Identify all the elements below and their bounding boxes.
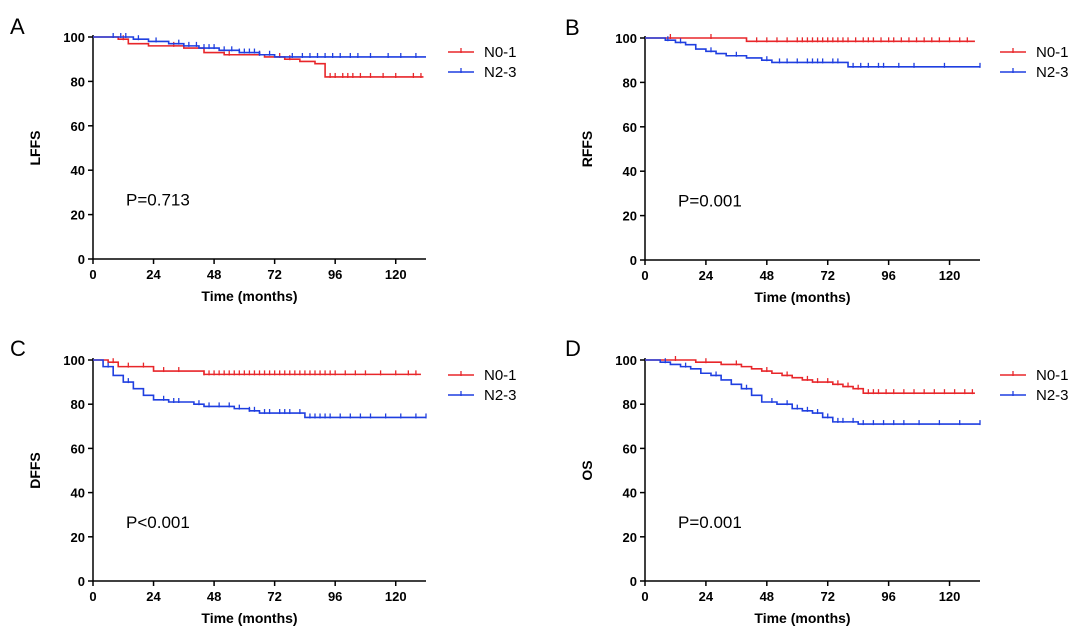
x-tick-label: 96 [881, 268, 895, 283]
y-tick-label: 80 [71, 74, 85, 89]
y-tick-label: 100 [63, 30, 85, 45]
panel-letter: B [565, 15, 580, 40]
y-tick-label: 0 [630, 253, 637, 268]
panel-letter: C [10, 336, 26, 361]
y-axis-label: RFFS [579, 131, 595, 168]
x-axis-label: Time (months) [201, 610, 297, 626]
y-tick-label: 20 [71, 208, 85, 223]
y-tick-label: 80 [623, 75, 637, 90]
y-tick-label: 0 [78, 252, 85, 267]
survival-curve-n0-1 [93, 36, 424, 78]
survival-curve-n0-1 [645, 359, 975, 394]
x-tick-label: 0 [89, 589, 96, 604]
legend-label: N0-1 [484, 367, 517, 384]
y-tick-label: 60 [623, 441, 637, 456]
x-tick-label: 120 [939, 268, 961, 283]
y-tick-label: 80 [623, 397, 637, 412]
y-tick-label: 60 [623, 120, 637, 135]
x-tick-label: 72 [820, 589, 834, 604]
x-tick-label: 24 [146, 267, 161, 282]
x-tick-label: 24 [699, 589, 714, 604]
x-axis-label: Time (months) [754, 610, 850, 626]
y-tick-label: 100 [615, 31, 637, 46]
y-tick-label: 80 [71, 397, 85, 412]
x-axis-label: Time (months) [201, 288, 297, 304]
panel-c: C 0 20 40 60 80 100 0 24 48 72 96 120 Time (months) DF… [10, 336, 517, 626]
x-tick-label: 72 [267, 267, 281, 282]
y-axis-label: LFFS [27, 131, 43, 166]
x-tick-label: 0 [89, 267, 96, 282]
survival-curve-n2-3 [645, 359, 980, 425]
y-tick-label: 20 [623, 530, 637, 545]
y-tick-label: 0 [630, 574, 637, 589]
y-tick-label: 100 [615, 353, 637, 368]
panel-letter: D [565, 336, 581, 361]
y-tick-label: 40 [71, 163, 85, 178]
legend-label: N0-1 [1036, 44, 1069, 61]
x-tick-label: 96 [328, 267, 342, 282]
survival-curve-n0-1 [93, 359, 421, 376]
y-tick-label: 40 [71, 486, 85, 501]
x-tick-label: 48 [760, 589, 774, 604]
p-value-annotation: P=0.001 [678, 192, 742, 211]
y-tick-label: 20 [71, 530, 85, 545]
x-tick-label: 0 [641, 268, 648, 283]
y-axis-label: OS [579, 460, 595, 480]
x-tick-label: 24 [146, 589, 161, 604]
legend-label: N2-3 [1036, 387, 1069, 404]
x-tick-label: 96 [881, 589, 895, 604]
legend-label: N2-3 [484, 387, 517, 404]
y-tick-label: 60 [71, 119, 85, 134]
x-tick-label: 48 [207, 267, 221, 282]
legend-label: N0-1 [1036, 367, 1069, 384]
x-tick-label: 72 [267, 589, 281, 604]
x-tick-label: 48 [207, 589, 221, 604]
x-tick-label: 72 [820, 268, 834, 283]
x-tick-label: 120 [385, 267, 407, 282]
y-tick-label: 40 [623, 486, 637, 501]
x-tick-label: 120 [385, 589, 407, 604]
legend-label: N2-3 [484, 64, 517, 81]
p-value-annotation: P=0.713 [126, 191, 190, 210]
y-tick-label: 60 [71, 441, 85, 456]
y-tick-label: 40 [623, 164, 637, 179]
x-tick-label: 48 [760, 268, 774, 283]
y-tick-label: 20 [623, 209, 637, 224]
panel-b: B 0 20 40 60 80 100 0 24 48 72 96 120 Time (months) RF… [565, 15, 1069, 305]
legend-label: N0-1 [484, 44, 517, 61]
p-value-annotation: P<0.001 [126, 513, 190, 532]
x-tick-label: 96 [328, 589, 342, 604]
y-tick-label: 100 [63, 353, 85, 368]
x-tick-label: 0 [641, 589, 648, 604]
y-tick-label: 0 [78, 574, 85, 589]
y-axis-label: DFFS [27, 452, 43, 489]
panel-letter: A [10, 14, 25, 39]
p-value-annotation: P=0.001 [678, 513, 742, 532]
survival-curve-n0-1 [645, 37, 975, 43]
x-axis-label: Time (months) [754, 289, 850, 305]
x-tick-label: 120 [939, 589, 961, 604]
panel-a: A 0 20 40 60 80 100 0 24 48 72 96 120 Time (months) LF… [10, 14, 517, 304]
legend-label: N2-3 [1036, 64, 1069, 81]
x-tick-label: 24 [699, 268, 714, 283]
panel-d: D 0 20 40 60 80 100 0 24 48 72 96 120 Time (months) OS… [565, 336, 1069, 626]
survival-curve-n2-3 [93, 359, 426, 419]
